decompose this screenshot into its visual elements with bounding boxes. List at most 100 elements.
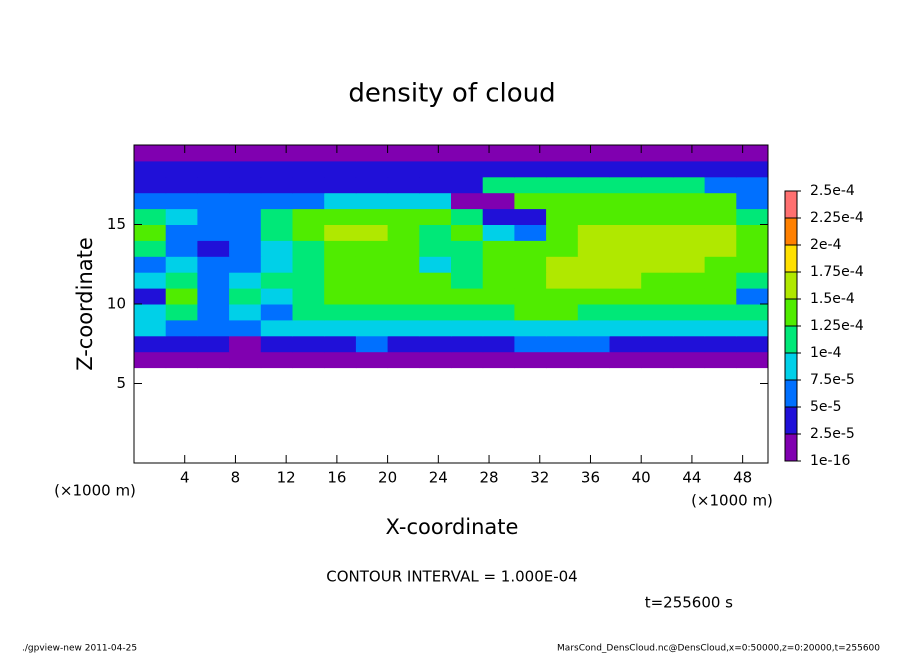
heat-cell: [451, 176, 484, 194]
heat-cell: [514, 224, 547, 241]
heat-cell: [482, 224, 515, 241]
colorbar-label: 1.5e-4: [810, 291, 855, 307]
heat-cell: [451, 160, 484, 178]
heat-cell: [387, 288, 420, 305]
heat-cell: [292, 224, 325, 241]
heat-cell: [292, 145, 325, 162]
heat-cell: [546, 304, 579, 321]
heat-cell: [134, 304, 167, 321]
heat-cell: [324, 176, 357, 194]
heat-cell: [736, 160, 769, 178]
heat-cell: [546, 160, 579, 178]
heat-cell: [736, 145, 769, 162]
heat-cell: [419, 288, 452, 305]
heat-cell: [451, 145, 484, 162]
heat-cell: [736, 240, 769, 257]
heat-cell: [546, 240, 579, 257]
heat-cell: [482, 288, 515, 305]
heat-cell: [672, 304, 706, 321]
heat-cell: [641, 176, 674, 194]
heat-cell: [419, 192, 452, 210]
heat-cell: [704, 256, 737, 273]
heat-cell: [577, 192, 610, 210]
heat-cell: [260, 192, 293, 210]
heat-cell: [704, 160, 737, 178]
heat-cell: [419, 160, 452, 178]
heat-cell: [609, 304, 642, 321]
heat-cell: [197, 224, 230, 241]
heat-cell: [609, 319, 642, 337]
heat-cell: [451, 304, 484, 321]
heat-cell: [672, 288, 706, 305]
heat-cell: [292, 208, 325, 225]
heat-cell: [609, 145, 642, 162]
heat-cell: [704, 335, 737, 353]
heat-cell: [165, 192, 198, 210]
heat-cell: [355, 208, 389, 225]
heat-cell: [482, 145, 515, 162]
heat-cell: [355, 176, 389, 194]
heat-cell: [704, 304, 737, 321]
heat-cell: [609, 256, 642, 273]
heat-cell: [134, 256, 167, 273]
x-tick-label: 28: [479, 469, 498, 487]
heat-cell: [577, 176, 610, 194]
heat-cell: [451, 319, 484, 337]
heat-cell: [482, 335, 515, 353]
heat-cell: [355, 319, 389, 337]
heat-cell: [419, 176, 452, 194]
heat-cell: [482, 208, 515, 225]
heat-cell: [165, 160, 198, 178]
heat-cell: [165, 304, 198, 321]
heat-cell: [736, 272, 769, 289]
heat-cell: [134, 272, 167, 289]
heat-cell: [324, 272, 357, 289]
colorbar-band: [785, 380, 797, 407]
heat-cell: [229, 335, 262, 353]
heat-cell: [704, 224, 737, 241]
heat-cell: [197, 304, 230, 321]
heat-cell: [641, 240, 674, 257]
heat-cell: [387, 160, 420, 178]
heat-cell: [197, 145, 230, 162]
heat-cell: [736, 208, 769, 225]
heat-cell: [546, 335, 579, 353]
heat-cell: [641, 272, 674, 289]
heat-cell: [229, 256, 262, 273]
heat-cell: [704, 288, 737, 305]
heat-cell: [260, 208, 293, 225]
heat-cell: [419, 240, 452, 257]
heat-cell: [736, 176, 769, 194]
heat-cell: [229, 224, 262, 241]
heat-cell: [482, 176, 515, 194]
colorbar-band: [785, 272, 797, 299]
heat-cell: [641, 208, 674, 225]
heat-cell: [577, 224, 610, 241]
heat-cell: [292, 272, 325, 289]
heat-cell: [704, 145, 737, 162]
heat-cell: [609, 240, 642, 257]
heat-cell: [134, 335, 167, 353]
heat-cell: [134, 240, 167, 257]
chart-title: density of cloud: [348, 79, 555, 109]
heat-cell: [229, 145, 262, 162]
heat-cell: [324, 256, 357, 273]
colorbar-label: 1.25e-4: [810, 318, 864, 334]
footer-right: MarsCond_DensCloud.nc@DensCloud,x=0:5000…: [557, 644, 880, 654]
heat-cell: [324, 192, 357, 210]
colorbar-label: 1.75e-4: [810, 264, 864, 280]
heat-cell: [546, 288, 579, 305]
heat-cell: [260, 176, 293, 194]
heat-cell: [387, 335, 420, 353]
heat-cell: [451, 351, 484, 369]
heat-cell: [577, 319, 610, 337]
x-tick-label: 36: [581, 469, 600, 487]
heat-cell: [134, 176, 167, 194]
y-axis-label: Z-coordinate: [73, 237, 97, 371]
heat-cell: [546, 351, 579, 369]
heat-cell: [514, 160, 547, 178]
x-tick-label: 44: [682, 469, 701, 487]
heat-cell: [451, 272, 484, 289]
heat-cell: [197, 208, 230, 225]
heat-cell: [736, 224, 769, 241]
